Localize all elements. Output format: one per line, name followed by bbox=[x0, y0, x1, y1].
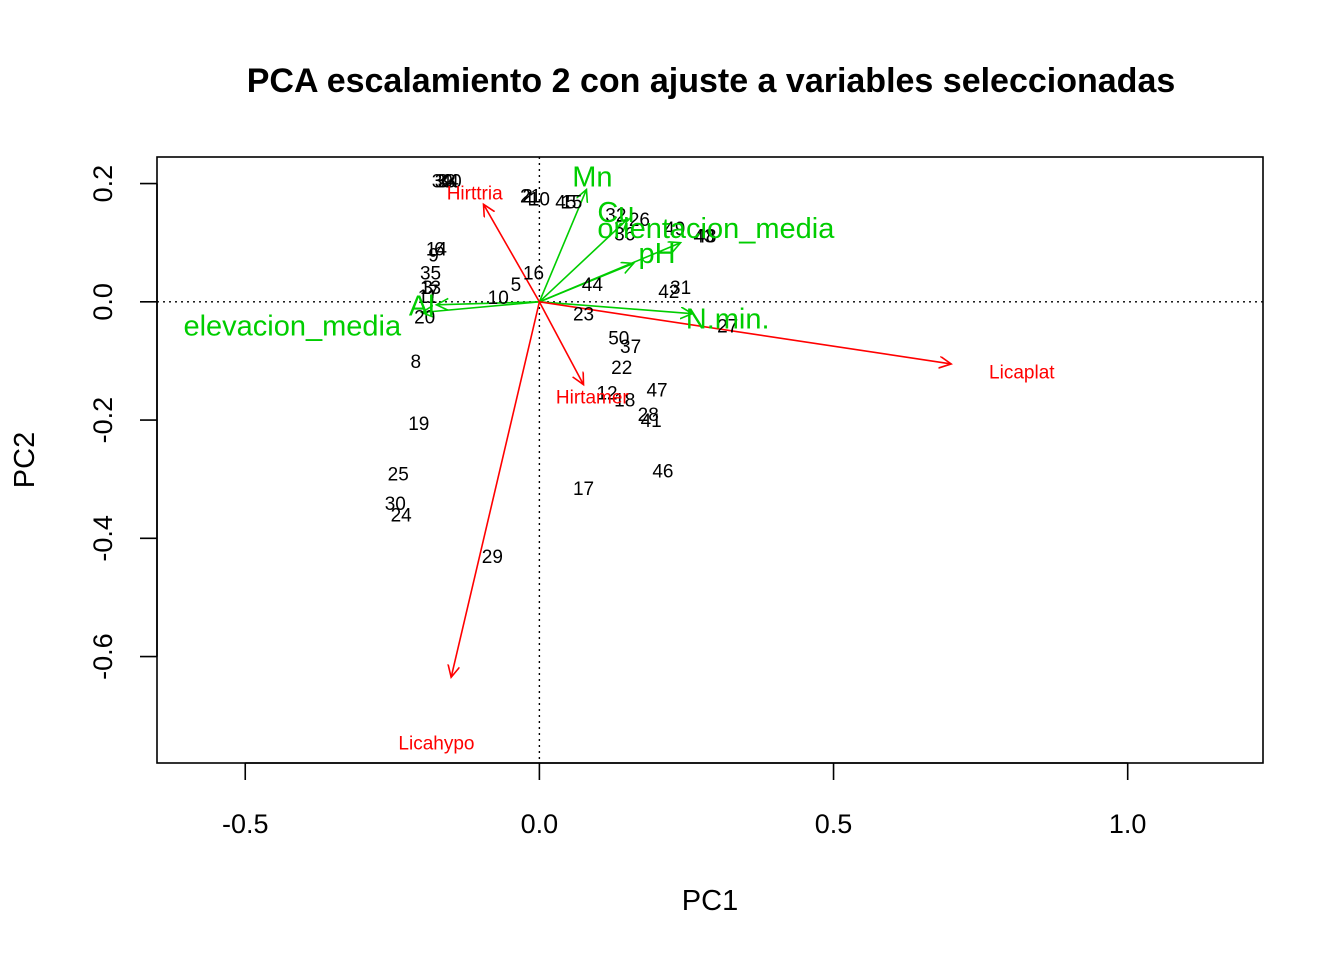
species-labels: Hirttria Licaplat Hirtamer Licahypo bbox=[398, 183, 1055, 754]
x-tick-label: 1.0 bbox=[1109, 809, 1147, 839]
species-label-licahypo: Licahypo bbox=[398, 733, 474, 754]
env-arrow-cu bbox=[538, 219, 627, 303]
site-label: 6 bbox=[434, 240, 445, 261]
reference-lines bbox=[157, 157, 1263, 763]
site-label: 23 bbox=[573, 305, 594, 326]
site-label: 7 bbox=[428, 282, 439, 303]
y-tick-label: 0.0 bbox=[88, 283, 118, 321]
x-axis-title: PC1 bbox=[682, 885, 738, 917]
site-label: 33 bbox=[435, 172, 456, 193]
species-arrows bbox=[451, 204, 951, 677]
site-label: 11 bbox=[418, 287, 438, 308]
species-label-hirtamer: Hirtamer bbox=[556, 387, 630, 408]
y-tick-label: -0.4 bbox=[88, 515, 118, 562]
y-tick-label: 0.2 bbox=[88, 165, 118, 203]
env-label-ph: pH bbox=[639, 238, 676, 270]
site-label: 13 bbox=[420, 278, 441, 299]
env-label-n-min: N.min. bbox=[686, 303, 770, 335]
x-tick-label: -0.5 bbox=[222, 809, 269, 839]
site-label: 48 bbox=[695, 227, 716, 248]
site-label: 44 bbox=[582, 275, 604, 296]
site-label: 28 bbox=[638, 405, 659, 426]
site-label: 24 bbox=[391, 506, 413, 527]
site-label: 32 bbox=[605, 205, 626, 226]
species-arrow-licaplat bbox=[539, 301, 951, 364]
species-label-licaplat: Licaplat bbox=[989, 363, 1055, 384]
site-label: 2 bbox=[522, 186, 533, 207]
site-label: 8 bbox=[411, 352, 422, 373]
environment-arrows bbox=[422, 190, 693, 314]
y-tick-label: -0.2 bbox=[88, 397, 118, 444]
site-label: 4 bbox=[522, 189, 533, 210]
env-arrow-al bbox=[436, 302, 540, 305]
env-arrow-mn bbox=[538, 190, 586, 303]
x-axis: -0.5 0.0 0.5 1.0 bbox=[222, 762, 1147, 839]
chart-title: PCA escalamiento 2 con ajuste a variable… bbox=[247, 62, 1176, 100]
site-label: 17 bbox=[573, 479, 594, 500]
env-label-al: Al bbox=[409, 290, 435, 322]
env-label-cu: Cu bbox=[597, 197, 634, 229]
y-axis: -0.6 -0.4 -0.2 0.0 0.2 bbox=[88, 165, 158, 680]
site-label: 40 bbox=[441, 172, 462, 193]
env-arrow-n-min bbox=[539, 301, 692, 314]
species-arrow-licahypo bbox=[451, 301, 541, 677]
env-label-mn: Mn bbox=[572, 162, 612, 194]
site-label: 14 bbox=[426, 240, 448, 261]
species-arrow-hirtamer bbox=[538, 301, 583, 385]
plot-area-frame bbox=[156, 156, 1264, 764]
y-tick-label: -0.6 bbox=[88, 633, 118, 680]
site-label: 41 bbox=[641, 411, 662, 432]
site-label: 47 bbox=[646, 380, 667, 401]
site-label: 26 bbox=[629, 210, 650, 231]
site-label: 21 bbox=[520, 186, 541, 207]
site-label: 27 bbox=[717, 316, 738, 337]
site-label: 15 bbox=[561, 192, 582, 213]
site-label: 37 bbox=[620, 337, 641, 358]
site-label: 16 bbox=[523, 263, 544, 284]
site-label: 50 bbox=[608, 328, 629, 349]
x-tick-label: 0.5 bbox=[815, 809, 853, 839]
site-label: 3 bbox=[422, 278, 433, 299]
site-label: 31 bbox=[670, 278, 691, 299]
species-arrow-hirttria bbox=[484, 204, 541, 303]
site-label: 18 bbox=[614, 390, 635, 411]
site-label: 29 bbox=[482, 547, 503, 568]
x-tick-label: 0.0 bbox=[521, 809, 559, 839]
site-label: 46 bbox=[652, 461, 673, 482]
site-label: 36 bbox=[614, 224, 635, 245]
site-label: 19 bbox=[408, 414, 429, 435]
site-label: 20 bbox=[414, 308, 435, 329]
env-arrow-ph bbox=[539, 263, 633, 303]
site-label: 22 bbox=[611, 358, 632, 379]
site-label: 39 bbox=[432, 172, 453, 193]
species-label-hirttria: Hirttria bbox=[447, 183, 503, 204]
site-label: 9 bbox=[428, 246, 439, 267]
env-arrow-elevacion-media bbox=[422, 301, 540, 313]
site-label: 12 bbox=[596, 383, 617, 404]
env-label-elevacion-media: elevacion_media bbox=[183, 310, 402, 342]
site-label: 30 bbox=[385, 494, 406, 515]
site-label: 5 bbox=[511, 275, 522, 296]
site-label: 10 bbox=[488, 288, 509, 309]
y-axis-title: PC2 bbox=[9, 432, 41, 488]
site-label: 35 bbox=[420, 263, 441, 284]
site-label: 10 bbox=[529, 189, 550, 210]
site-label: 34 bbox=[438, 172, 460, 193]
site-label: 43 bbox=[694, 227, 715, 248]
env-label-orientacion-media: orientacion_media bbox=[597, 213, 835, 245]
site-label: 49 bbox=[664, 219, 685, 240]
site-label: 25 bbox=[388, 464, 409, 485]
site-label: 45 bbox=[555, 192, 576, 213]
site-label: 42 bbox=[658, 282, 679, 303]
